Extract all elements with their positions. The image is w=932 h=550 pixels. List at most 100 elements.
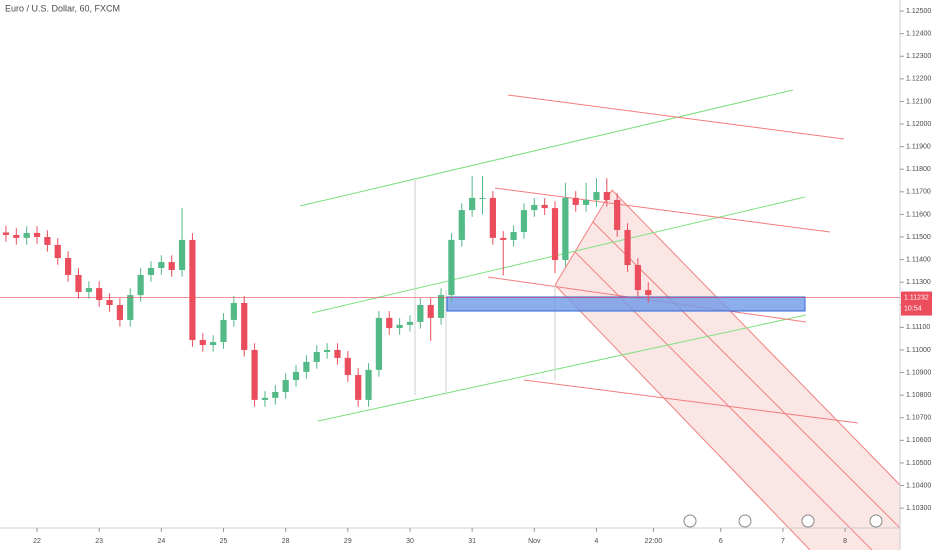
candle-body <box>469 197 476 211</box>
y-tick-label: 1.12500 <box>906 8 931 15</box>
event-icon <box>683 514 697 528</box>
candle-body <box>106 300 113 306</box>
y-tick-label: 1.10800 <box>906 392 931 399</box>
y-tick-label: 1.12200 <box>906 76 931 83</box>
candle-body <box>448 239 455 296</box>
x-tick-label: 28 <box>282 538 290 545</box>
candle-body <box>396 324 403 329</box>
y-tick-label: 1.10600 <box>906 437 931 444</box>
event-icon <box>738 514 752 528</box>
chart-title: Euro / U.S. Dollar, 60, FXCM <box>5 3 120 13</box>
price-axis <box>900 0 932 550</box>
x-tick-label: 7 <box>781 538 785 545</box>
candle-body <box>355 375 362 400</box>
price-label-box <box>901 291 932 316</box>
candle-body <box>551 208 559 261</box>
price-label: 1.11232 <box>904 294 929 301</box>
x-tick-label: 22:00 <box>645 538 663 545</box>
candle-body <box>417 305 424 322</box>
candle-body <box>365 369 372 400</box>
x-tick-label: 24 <box>157 538 165 545</box>
candle-body <box>541 204 548 209</box>
candle-body <box>427 305 434 318</box>
candle-body <box>437 295 445 318</box>
x-tick-label: 31 <box>468 538 476 545</box>
trend-line <box>311 196 806 314</box>
x-tick-label: 22 <box>33 538 41 545</box>
candle-body <box>582 199 590 205</box>
y-tick-label: 1.12300 <box>906 53 931 60</box>
x-tick-label: 6 <box>719 538 723 545</box>
trend-line <box>299 89 794 207</box>
candles <box>2 176 652 407</box>
x-tick-label: 8 <box>843 538 847 545</box>
candle-body <box>344 357 351 376</box>
y-tick-label: 1.11800 <box>906 166 931 173</box>
candle-body <box>489 197 496 238</box>
candle-body <box>230 302 237 320</box>
pitchfork-line <box>554 284 811 550</box>
trend-line <box>523 379 859 424</box>
y-tick-label: 1.11400 <box>906 256 931 263</box>
event-icon <box>801 514 815 528</box>
trend-line <box>507 94 845 140</box>
trend-line <box>317 314 807 422</box>
candle-body <box>127 295 134 320</box>
y-tick-label: 1.11900 <box>906 143 931 150</box>
candle-body <box>65 258 72 275</box>
candle-body <box>324 349 331 352</box>
candle-body <box>220 319 227 343</box>
y-tick-label: 1.11600 <box>906 211 931 218</box>
candle-body <box>33 232 41 238</box>
pitchfork-line <box>554 189 613 286</box>
y-tick-label: 1.11500 <box>906 234 931 241</box>
candle-body <box>116 305 124 320</box>
candle-body <box>75 274 82 292</box>
y-tick-label: 1.11100 <box>906 324 930 331</box>
candle-body <box>334 349 341 358</box>
candle-body <box>593 192 600 200</box>
candle-body <box>13 234 20 238</box>
candle-body <box>645 290 652 296</box>
candle-body <box>520 210 528 233</box>
candle-body <box>44 237 51 245</box>
candle-body <box>199 340 206 345</box>
candle-body <box>510 232 517 240</box>
candle-body <box>210 342 217 345</box>
candle-body <box>479 197 486 199</box>
candle-body <box>624 229 631 266</box>
candle-body <box>634 265 642 291</box>
y-tick-label: 1.11300 <box>906 279 931 286</box>
y-tick-label: 1.12400 <box>906 31 931 38</box>
pitchfork-line <box>611 189 901 486</box>
y-tick-label: 1.10700 <box>906 415 931 422</box>
candle-body <box>313 352 320 362</box>
drawings <box>299 89 901 550</box>
candle-body <box>500 237 507 240</box>
candle-body <box>375 317 383 370</box>
x-tick-label: 29 <box>344 538 352 545</box>
x-tick-label: 23 <box>95 538 103 545</box>
candle-body <box>292 371 300 381</box>
candle-body <box>96 288 103 301</box>
y-tick-label: 1.11700 <box>906 189 931 196</box>
x-tick-label: 30 <box>406 538 414 545</box>
x-tick-label: 25 <box>220 538 228 545</box>
candle-body <box>168 262 175 270</box>
candle-body <box>282 380 289 392</box>
candle-body <box>603 192 610 200</box>
candle-body <box>189 239 196 341</box>
trend-line <box>494 187 831 233</box>
y-tick-label: 1.10400 <box>906 482 931 489</box>
pitchfork-fill <box>555 190 900 550</box>
y-tick-label: 1.10500 <box>906 460 931 467</box>
y-tick-label: 1.11000 <box>906 347 931 354</box>
candle-body <box>2 232 10 235</box>
candle-body <box>251 349 258 400</box>
candle-body <box>85 288 92 292</box>
candle-body <box>572 197 579 205</box>
y-tick-label: 1.10300 <box>906 505 931 512</box>
event-icons <box>683 514 883 528</box>
